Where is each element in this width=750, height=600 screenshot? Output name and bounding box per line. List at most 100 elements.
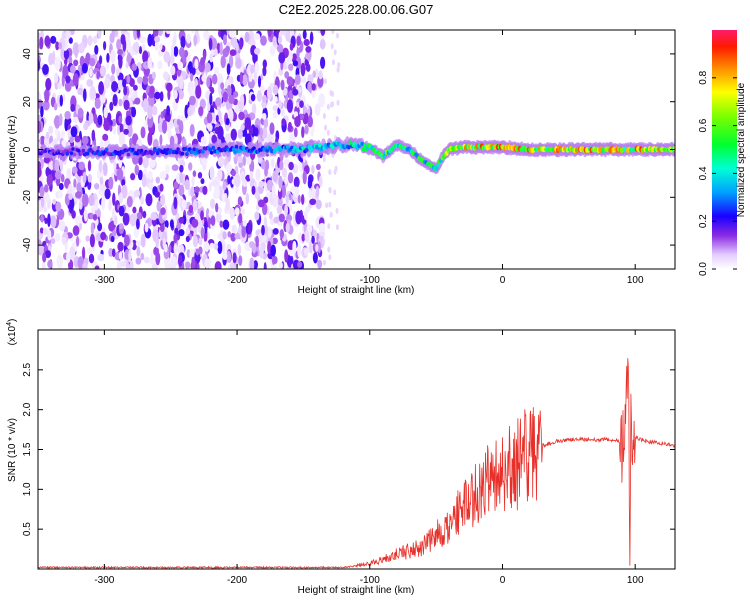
heatmap-cell: [213, 186, 220, 200]
heatmap-cell: [163, 71, 169, 81]
heatmap-cell: [190, 186, 195, 198]
heatmap-cell: [284, 71, 290, 79]
heatmap-cell: [324, 78, 327, 85]
heatmap-cell: [144, 222, 149, 233]
heatmap-cell: [191, 256, 196, 269]
heatmap-cell: [155, 151, 160, 156]
heatmap-cell: [54, 159, 60, 172]
heatmap-cell: [672, 146, 675, 152]
heatmap-cell: [208, 37, 213, 51]
heatmap-cell: [215, 114, 219, 123]
heatmap-cell: [112, 192, 116, 206]
heatmap-cell: [178, 120, 184, 135]
heatmap-cell: [273, 216, 280, 224]
heatmap-cell: [42, 64, 49, 75]
heatmap-cell: [311, 235, 315, 244]
heatmap-cell: [319, 39, 326, 50]
heatmap-cell: [65, 75, 71, 84]
heatmap-cell: [103, 120, 111, 131]
heatmap-cell: [117, 241, 124, 252]
heatmap-cell: [150, 211, 158, 221]
heatmap-cell: [70, 126, 78, 138]
heatmap-cell: [135, 240, 142, 247]
heatmap-cell: [297, 261, 303, 268]
heatmap-cell: [261, 224, 265, 236]
heatmap-cell: [279, 229, 284, 239]
heatmap-cell: [229, 49, 237, 56]
heatmap-cell: [73, 178, 77, 188]
heatmap-cell: [238, 161, 244, 168]
heatmap-cell: [116, 168, 124, 181]
heatmap-cell: [38, 244, 45, 256]
heatmap-cell: [136, 218, 140, 230]
heatmap-cell: [304, 124, 309, 135]
heatmap-cell: [161, 119, 168, 134]
heatmap-cell: [77, 149, 81, 153]
heatmap-cell: [212, 101, 216, 109]
heatmap-cell: [324, 124, 328, 131]
heatmap-cell: [293, 127, 298, 138]
heatmap-cell: [302, 30, 307, 40]
heatmap-cell: [123, 99, 130, 111]
chart-title: C2E2.2025.228.00.06.G07: [279, 2, 434, 17]
heatmap-cell: [111, 81, 118, 93]
heatmap-cell: [100, 183, 106, 192]
heatmap-cell: [233, 91, 239, 98]
heatmap-cell: [222, 219, 230, 230]
x-tick-label: -200: [227, 275, 247, 286]
heatmap-cell: [72, 225, 80, 236]
heatmap-cell: [83, 209, 88, 222]
heatmap-cell: [54, 56, 61, 71]
heatmap-cell: [127, 40, 132, 53]
heatmap-cell: [136, 30, 141, 39]
heatmap-cell: [276, 205, 283, 215]
spectrogram-heatmap: [38, 30, 675, 269]
snr-y-ticks: 0.5 1.0 1.5 2.0 2.5: [22, 362, 675, 536]
heatmap-cell: [44, 184, 49, 193]
heatmap-cell: [50, 35, 57, 44]
heatmap-cell: [102, 162, 108, 177]
heatmap-cell: [169, 219, 174, 229]
heatmap-cell: [302, 111, 309, 125]
heatmap-cell: [211, 134, 217, 144]
heatmap-cell: [301, 233, 306, 242]
heatmap-cell: [43, 156, 50, 164]
heatmap-cell: [42, 227, 48, 236]
heatmap-cell: [46, 174, 53, 187]
heatmap-cell: [114, 252, 121, 261]
heatmap-cell: [278, 175, 283, 189]
heatmap-cell: [280, 30, 288, 36]
heatmap-cell: [315, 185, 320, 199]
heatmap-cell: [330, 101, 333, 108]
heatmap-cell: [230, 128, 237, 141]
heatmap-cell: [97, 114, 103, 126]
heatmap-cell: [301, 126, 305, 139]
heatmap-cell: [104, 188, 111, 200]
heatmap-cell: [309, 239, 313, 254]
heatmap-cell: [185, 235, 190, 243]
heatmap-cell: [272, 170, 279, 183]
heatmap-cell: [174, 150, 179, 155]
heatmap-cell: [178, 184, 185, 196]
heatmap-cell: [203, 30, 210, 41]
heatmap-cell: [112, 94, 118, 107]
heatmap-cell: [113, 158, 117, 171]
y-tick-label: -40: [22, 237, 33, 252]
heatmap-cell: [229, 207, 235, 220]
heatmap-cell: [165, 30, 171, 35]
heatmap-cell: [317, 241, 321, 254]
heatmap-cell: [331, 145, 335, 150]
heatmap-cell: [103, 106, 108, 119]
heatmap-cell: [131, 147, 135, 152]
heatmap-cell: [209, 53, 214, 63]
heatmap-cell: [234, 173, 241, 188]
heatmap-cell: [137, 211, 142, 220]
heatmap-cell: [279, 160, 284, 171]
heatmap-cell: [360, 141, 364, 146]
heatmap-cell: [179, 46, 185, 58]
heatmap-cell: [173, 89, 178, 100]
heatmap-cell: [178, 216, 185, 224]
heatmap-cell: [212, 73, 218, 85]
heatmap-cell: [127, 124, 133, 138]
heatmap-cell: [48, 161, 54, 170]
